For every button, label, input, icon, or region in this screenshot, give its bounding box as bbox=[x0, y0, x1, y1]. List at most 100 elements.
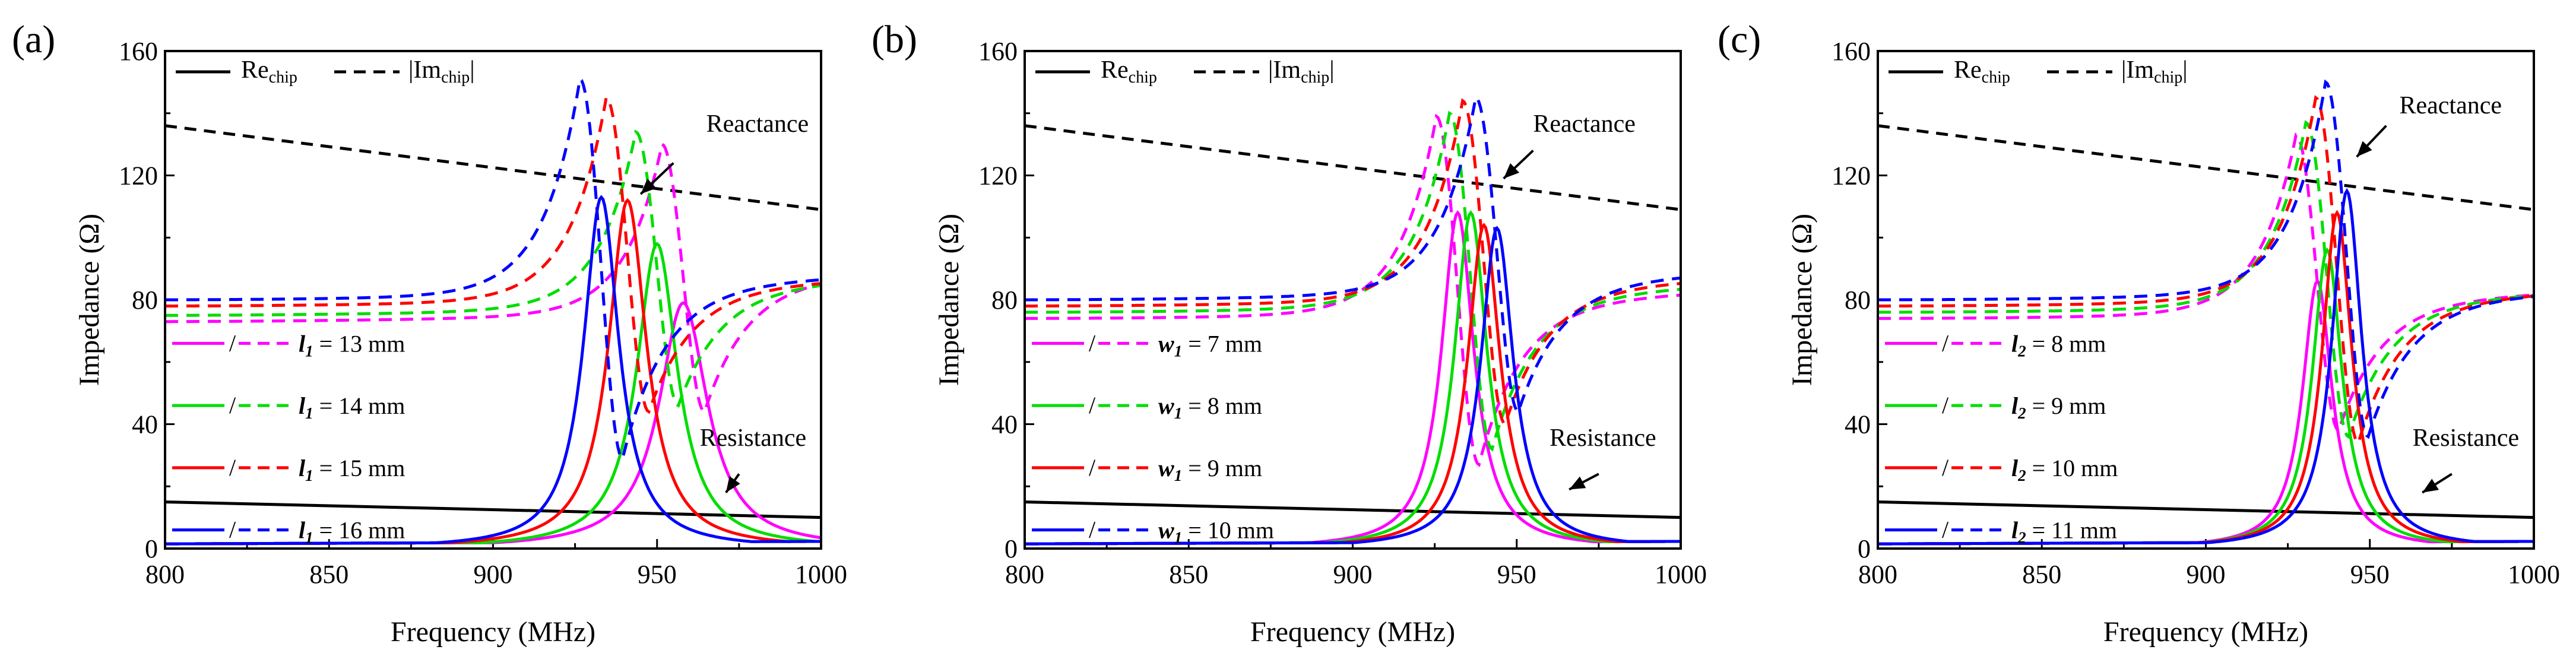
x-tick-label: 1000 bbox=[1655, 560, 1707, 589]
series-resistance-3 bbox=[165, 198, 821, 546]
tspan: |Im bbox=[2121, 56, 2154, 84]
series-resistance-4 bbox=[1878, 188, 2534, 546]
legend-entry-2: l2 = 9 mm bbox=[2011, 392, 2106, 422]
x-tick-label: 850 bbox=[2022, 560, 2061, 589]
legend-post: | bbox=[2182, 56, 2187, 84]
series-reactance-1 bbox=[165, 142, 821, 414]
legend-sub: 2 bbox=[2017, 529, 2026, 547]
y-tick-label: 160 bbox=[119, 37, 158, 66]
tspan: Re bbox=[241, 56, 269, 84]
y-tick-label: 80 bbox=[1845, 286, 1871, 315]
plot-area bbox=[1878, 79, 2534, 546]
legend-text: = 10 mm bbox=[1182, 517, 1274, 544]
legend-slash: / bbox=[1942, 392, 1949, 419]
x-tick-label: 950 bbox=[1497, 560, 1536, 589]
y-tick-label: 80 bbox=[132, 286, 158, 315]
legend-entry-2: l1 = 14 mm bbox=[299, 392, 405, 422]
y-tick-label: 160 bbox=[1832, 37, 1871, 66]
tspan: |Im bbox=[408, 56, 441, 84]
annotation-arrow-head bbox=[725, 476, 740, 493]
annotation-resistance: Resistance bbox=[2413, 424, 2520, 452]
legend-var: l bbox=[299, 455, 306, 481]
y-tick-label: 160 bbox=[978, 37, 1018, 66]
legend-text: = 10 mm bbox=[2026, 455, 2118, 481]
series-im-chip bbox=[165, 124, 821, 211]
panel-label: (b) bbox=[872, 18, 917, 61]
legend-sub: chip bbox=[1301, 68, 1329, 87]
y-axis-label: Impedance (Ω) bbox=[933, 214, 965, 386]
tspan: |Im bbox=[1268, 56, 1301, 84]
series-reactance-2 bbox=[165, 129, 821, 408]
plot-frame bbox=[1024, 50, 1682, 550]
legend-sub: chip bbox=[1129, 68, 1157, 87]
series-resistance-3 bbox=[1878, 210, 2534, 546]
legend-entry-3: w1 = 9 mm bbox=[1158, 455, 1262, 484]
legend-entry-3: l2 = 10 mm bbox=[2011, 455, 2118, 484]
series-reactance-3 bbox=[1025, 98, 1681, 427]
y-tick-label: 120 bbox=[978, 161, 1018, 191]
series-resistance-2 bbox=[165, 242, 821, 546]
legend-slash: / bbox=[1089, 516, 1096, 543]
legend-sub: chip bbox=[269, 68, 297, 87]
annotation-reactance: Reactance bbox=[2399, 92, 2502, 119]
legend-sub: 2 bbox=[2017, 404, 2026, 422]
x-axis-label: Frequency (MHz) bbox=[1250, 616, 1455, 648]
annotation-arrow-head bbox=[1503, 163, 1520, 179]
chart-panel-3: (c) 800 850 900 950 1000 0 40 80 120 160 Frequency … bbox=[1718, 18, 2560, 648]
legend-slash: / bbox=[1942, 329, 1949, 356]
series-im-chip bbox=[1025, 124, 1681, 211]
legend-sub: 1 bbox=[305, 529, 313, 547]
series-reactance-3 bbox=[1878, 95, 2534, 446]
panel-label: (a) bbox=[12, 18, 55, 61]
series-reactance-2 bbox=[1878, 120, 2534, 439]
legend-text: = 8 mm bbox=[2026, 330, 2106, 357]
chart-panel-2: (b) 800 850 900 950 1000 0 40 80 120 160 Frequency … bbox=[872, 18, 1707, 648]
legend-slash: / bbox=[1089, 392, 1096, 419]
x-tick-label: 900 bbox=[1333, 560, 1373, 589]
legend-entry-4: l2 = 11 mm bbox=[2011, 517, 2117, 547]
legend-var: l bbox=[299, 330, 306, 357]
x-tick-label: 900 bbox=[474, 560, 513, 589]
x-tick-label: 800 bbox=[1005, 560, 1044, 589]
y-tick-label: 0 bbox=[145, 534, 158, 563]
legend-text: = 9 mm bbox=[1182, 455, 1262, 481]
series-resistance-2 bbox=[1025, 210, 1681, 546]
legend-entry-1: l1 = 13 mm bbox=[299, 330, 405, 360]
legend-post: | bbox=[1329, 56, 1334, 84]
legend-var: l bbox=[2011, 392, 2019, 419]
legend-entry-3: l1 = 15 mm bbox=[299, 455, 405, 484]
legend-im-chip: |Imchip| bbox=[408, 56, 475, 87]
y-tick-label: 0 bbox=[1005, 534, 1018, 563]
legend-var: w bbox=[1158, 330, 1174, 357]
annotation-resistance: Resistance bbox=[700, 424, 807, 452]
plot-area bbox=[1025, 95, 1681, 546]
legend-slash: / bbox=[1089, 454, 1096, 481]
annotation-resistance: Resistance bbox=[1550, 424, 1656, 452]
legend-slash: / bbox=[1942, 516, 1949, 543]
legend-text: = 7 mm bbox=[1182, 330, 1262, 357]
annotation-arrow-head bbox=[1569, 476, 1586, 490]
annotation-arrow-head bbox=[641, 179, 657, 194]
y-axis-label: Impedance (Ω) bbox=[1786, 214, 1818, 386]
legend-sub: 1 bbox=[1174, 342, 1183, 360]
chart-panel-1: (a) 800 850 900 950 1000 0 40 80 120 160 Frequency … bbox=[12, 18, 847, 648]
series-resistance-1 bbox=[1025, 210, 1681, 546]
legend-re-chip: Rechip bbox=[1101, 56, 1157, 87]
series-re-chip bbox=[165, 500, 821, 519]
annotation-arrow-head bbox=[2422, 478, 2439, 493]
legend-sub: 1 bbox=[305, 404, 313, 422]
tspan: Re bbox=[1101, 56, 1129, 84]
series-reactance-4 bbox=[1878, 79, 2534, 439]
legend-slash: / bbox=[229, 516, 236, 543]
panel-label: (c) bbox=[1718, 18, 1761, 61]
legend-sub: 2 bbox=[2017, 467, 2026, 484]
annotation-reactance: Reactance bbox=[706, 110, 809, 138]
series-resistance-4 bbox=[165, 195, 821, 546]
legend-var: w bbox=[1158, 517, 1174, 544]
legend-var: l bbox=[299, 392, 306, 419]
legend-entry-1: l2 = 8 mm bbox=[2011, 330, 2106, 360]
annotation-reactance: Reactance bbox=[1533, 110, 1636, 138]
legend-var: l bbox=[2011, 330, 2019, 357]
x-tick-label: 950 bbox=[2350, 560, 2390, 589]
